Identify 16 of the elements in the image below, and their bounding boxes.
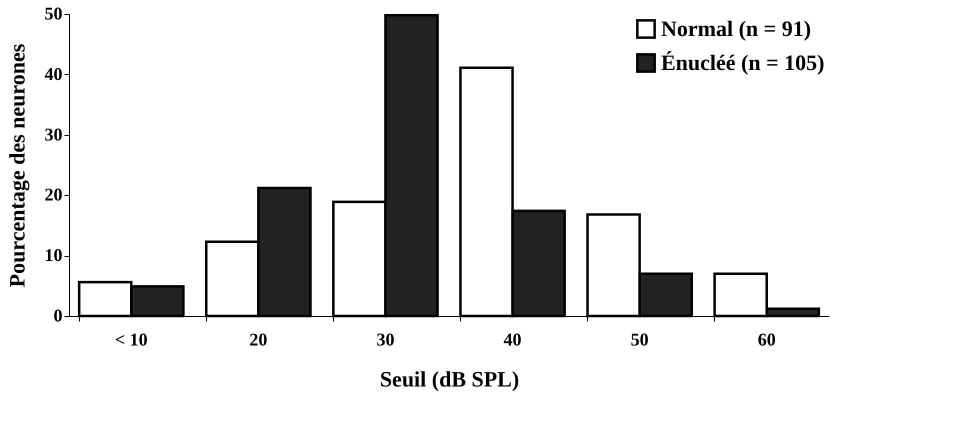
y-tick-label: 20 [44, 184, 62, 205]
legend-label: Normal (n = 91) [661, 16, 812, 41]
x-tick-label: 60 [758, 330, 776, 350]
legend-label: Énucléé (n = 105) [661, 50, 824, 75]
y-tick-label: 40 [44, 64, 62, 84]
y-tick-label: 50 [44, 4, 62, 24]
x-tick-label: < 10 [114, 330, 148, 350]
x-axis-title: Seuil (dB SPL) [380, 366, 520, 392]
x-tick-label: 40 [504, 330, 522, 350]
x-tick-label: 30 [376, 330, 394, 350]
y-tick-label: 30 [44, 124, 62, 144]
y-axis-title: Pourcentage des neurones [4, 43, 30, 288]
x-tick-label: 50 [630, 330, 649, 350]
x-tick-label: 20 [249, 330, 268, 350]
y-tick-label: 0 [54, 306, 62, 326]
y-tick-label: 10 [44, 245, 62, 266]
